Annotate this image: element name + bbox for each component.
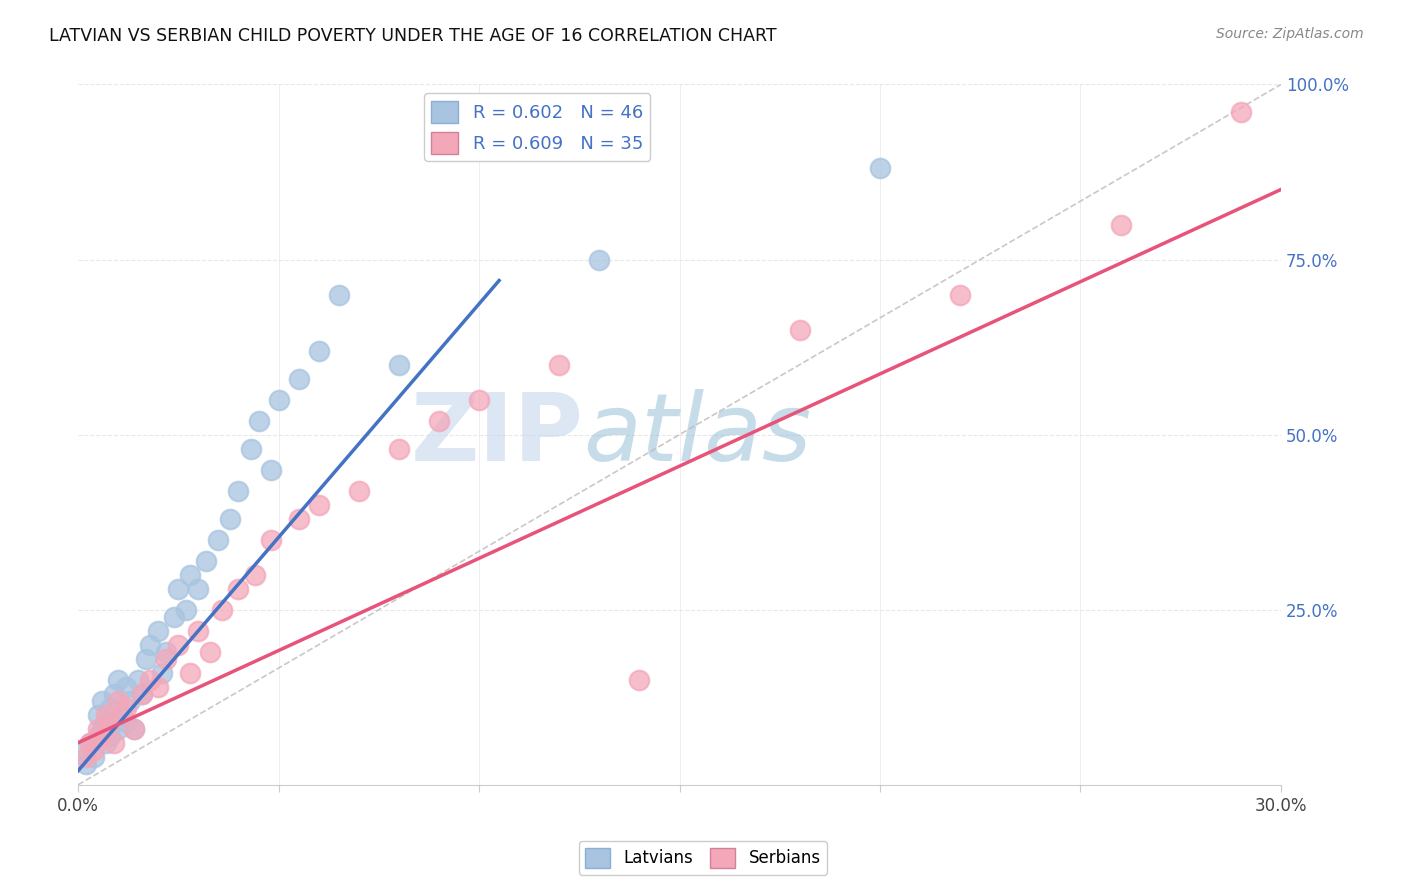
Point	[75, 749, 97, 764]
Point	[96, 714, 118, 729]
Point	[427, 414, 450, 428]
Point	[239, 442, 262, 456]
Point	[155, 651, 177, 665]
Point	[1109, 218, 1132, 232]
Text: ZIP: ZIP	[411, 389, 583, 481]
Point	[211, 602, 233, 616]
Point	[259, 533, 281, 547]
Point	[115, 680, 138, 694]
Point	[103, 687, 125, 701]
Point	[98, 714, 121, 729]
Point	[127, 673, 149, 687]
Point	[179, 567, 201, 582]
Point	[468, 392, 491, 407]
Legend: R = 0.602   N = 46, R = 0.609   N = 35: R = 0.602 N = 46, R = 0.609 N = 35	[425, 94, 651, 161]
Point	[70, 743, 93, 757]
Point	[83, 743, 105, 757]
Point	[219, 511, 242, 525]
Point	[287, 511, 309, 525]
Point	[259, 462, 281, 476]
Legend: Latvians, Serbians: Latvians, Serbians	[579, 841, 827, 875]
Point	[1230, 105, 1253, 120]
Point	[155, 645, 177, 659]
Point	[79, 736, 101, 750]
Point	[328, 287, 350, 301]
Point	[115, 700, 138, 714]
Point	[96, 707, 118, 722]
Point	[107, 673, 129, 687]
Point	[588, 252, 610, 267]
Point	[122, 722, 145, 736]
Point	[228, 483, 250, 498]
Point	[131, 687, 153, 701]
Point	[148, 624, 170, 638]
Point	[187, 582, 209, 596]
Point	[179, 665, 201, 680]
Point	[107, 722, 129, 736]
Text: Source: ZipAtlas.com: Source: ZipAtlas.com	[1216, 27, 1364, 41]
Point	[228, 582, 250, 596]
Point	[79, 736, 101, 750]
Point	[243, 567, 266, 582]
Point	[388, 442, 411, 456]
Text: atlas: atlas	[583, 389, 811, 480]
Point	[83, 749, 105, 764]
Point	[548, 358, 571, 372]
Point	[87, 729, 110, 743]
Point	[176, 602, 198, 616]
Point	[187, 624, 209, 638]
Point	[122, 722, 145, 736]
Point	[75, 756, 97, 771]
Point	[98, 700, 121, 714]
Point	[388, 358, 411, 372]
Point	[87, 722, 110, 736]
Point	[949, 287, 972, 301]
Point	[139, 638, 162, 652]
Point	[287, 371, 309, 385]
Point	[308, 343, 330, 358]
Point	[91, 694, 114, 708]
Point	[107, 694, 129, 708]
Point	[87, 707, 110, 722]
Point	[869, 161, 891, 176]
Point	[111, 707, 134, 722]
Point	[120, 694, 142, 708]
Point	[131, 687, 153, 701]
Point	[96, 736, 118, 750]
Point	[115, 714, 138, 729]
Point	[167, 582, 190, 596]
Point	[91, 722, 114, 736]
Point	[167, 638, 190, 652]
Text: LATVIAN VS SERBIAN CHILD POVERTY UNDER THE AGE OF 16 CORRELATION CHART: LATVIAN VS SERBIAN CHILD POVERTY UNDER T…	[49, 27, 778, 45]
Point	[139, 673, 162, 687]
Point	[207, 533, 229, 547]
Point	[195, 554, 218, 568]
Point	[98, 729, 121, 743]
Point	[103, 736, 125, 750]
Point	[200, 645, 222, 659]
Point	[347, 483, 370, 498]
Point	[148, 680, 170, 694]
Point	[308, 498, 330, 512]
Point	[163, 609, 186, 624]
Point	[135, 651, 157, 665]
Point	[247, 414, 270, 428]
Point	[150, 665, 173, 680]
Point	[91, 729, 114, 743]
Point	[267, 392, 290, 407]
Point	[628, 673, 651, 687]
Point	[789, 322, 811, 336]
